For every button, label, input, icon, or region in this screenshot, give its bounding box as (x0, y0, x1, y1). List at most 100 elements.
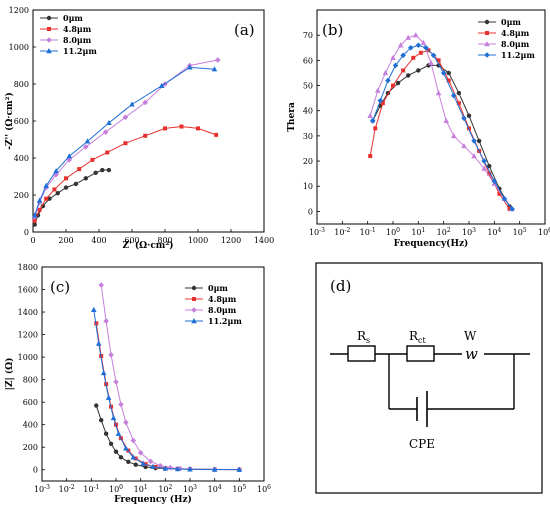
panel-b-series (367, 32, 515, 212)
x-tick-label: 10-1 (360, 227, 376, 237)
x-tick-label: 0 (30, 236, 35, 245)
series-8_0um (367, 32, 515, 212)
x-tick-label: 106 (257, 484, 271, 494)
x-tick-label: 103 (183, 484, 197, 494)
y-tick-label: 800 (14, 80, 29, 89)
data-point (44, 196, 49, 201)
label-w: W (464, 329, 477, 343)
data-point (53, 167, 59, 174)
series-11_2um (91, 306, 243, 472)
series-line (372, 44, 513, 210)
series-0um (94, 403, 242, 472)
x-tick-label: 400 (91, 236, 106, 245)
data-point (196, 126, 200, 131)
x-tick-label: 1400 (254, 236, 274, 245)
y-tick-label: 60 (303, 56, 313, 65)
data-point (443, 117, 449, 123)
x-tick-label: 104 (487, 227, 501, 237)
y-tick-label: 20 (303, 157, 313, 166)
data-point (467, 126, 471, 131)
data-point (451, 92, 457, 99)
legend-label: 0μm (208, 283, 228, 293)
data-point (130, 437, 137, 444)
legend-label: 11.2μm (208, 316, 242, 326)
data-point (211, 466, 218, 472)
data-point (105, 394, 112, 400)
data-point (418, 50, 423, 55)
series-line (34, 59, 218, 218)
data-point (392, 62, 399, 69)
y-tick-label: 10 (303, 182, 313, 191)
data-point (401, 68, 406, 73)
legend-marker (46, 15, 52, 21)
y-tick-label: 40 (303, 107, 313, 116)
data-point (77, 167, 82, 172)
data-point (103, 431, 109, 436)
resistor-rs (347, 345, 376, 362)
y-tick-label: 200 (14, 191, 29, 200)
panel-a-xlabel: Z' (Ω·cm²) (122, 240, 173, 251)
data-point (123, 445, 129, 451)
panel-b-ticks: 10-3 10-2 10-1 100 101 102 103 104 105 106 0 10 20 30… (303, 31, 550, 237)
panel-c-ticks: 10-3 10-2 10-1 100 101 102 103 104 105 106 0 200 400… (18, 263, 272, 494)
data-point (407, 44, 414, 51)
y-tick-label: 50 (303, 82, 313, 91)
data-point (167, 464, 174, 471)
x-tick-label: 102 (437, 227, 451, 237)
data-point (446, 78, 451, 83)
data-point (491, 178, 498, 184)
legend-label: 4.8μm (501, 28, 530, 38)
data-point (456, 101, 461, 106)
data-point (55, 190, 60, 196)
y-tick-label: 0 (308, 207, 313, 216)
y-tick-label: 600 (23, 398, 38, 407)
legend-marker (484, 19, 490, 25)
legend-label: 0μm (63, 13, 83, 23)
data-point (423, 44, 429, 51)
data-point (113, 379, 119, 385)
x-tick-label: 10-3 (34, 484, 50, 494)
y-tick-label: 1200 (9, 6, 29, 15)
data-point (40, 203, 46, 209)
legend-marker (191, 318, 197, 324)
y-tick-label: 400 (14, 154, 29, 163)
data-point (385, 77, 391, 84)
data-point (32, 222, 37, 227)
legend-marker (46, 37, 52, 43)
data-point (66, 153, 73, 159)
data-point (95, 340, 102, 346)
data-point (471, 138, 477, 144)
data-point (103, 318, 109, 324)
legend-label: 0μm (501, 17, 521, 27)
data-point (94, 403, 99, 408)
data-point (466, 113, 472, 118)
panel-a-series (31, 57, 221, 227)
data-point (108, 352, 114, 358)
series-11_2um (369, 42, 515, 212)
data-point (413, 32, 419, 38)
legend-label: 11.2μm (63, 46, 97, 56)
data-point (83, 144, 89, 150)
legend-marker (485, 31, 489, 35)
x-tick-label: 105 (513, 227, 527, 237)
data-point (130, 454, 137, 460)
data-point (99, 417, 104, 423)
y-tick-label: 1600 (18, 286, 38, 295)
series-line (369, 34, 513, 210)
legend-marker (47, 27, 51, 31)
x-tick-label: 10-2 (334, 227, 350, 237)
data-point (415, 42, 422, 49)
y-tick-label: 200 (23, 443, 38, 452)
label-rs: Rs (357, 329, 370, 345)
x-tick-label: 103 (462, 227, 476, 237)
panel-a-ylabel: -Z'' (Ω·cm²) (4, 92, 15, 150)
x-tick-label: 101 (134, 484, 148, 494)
data-point (102, 129, 109, 135)
y-tick-label: 70 (303, 31, 313, 40)
data-point (73, 181, 79, 187)
data-point (430, 52, 437, 59)
x-tick-label: 105 (232, 484, 246, 494)
data-point (91, 306, 97, 312)
data-point (476, 138, 482, 144)
data-point (122, 114, 129, 121)
